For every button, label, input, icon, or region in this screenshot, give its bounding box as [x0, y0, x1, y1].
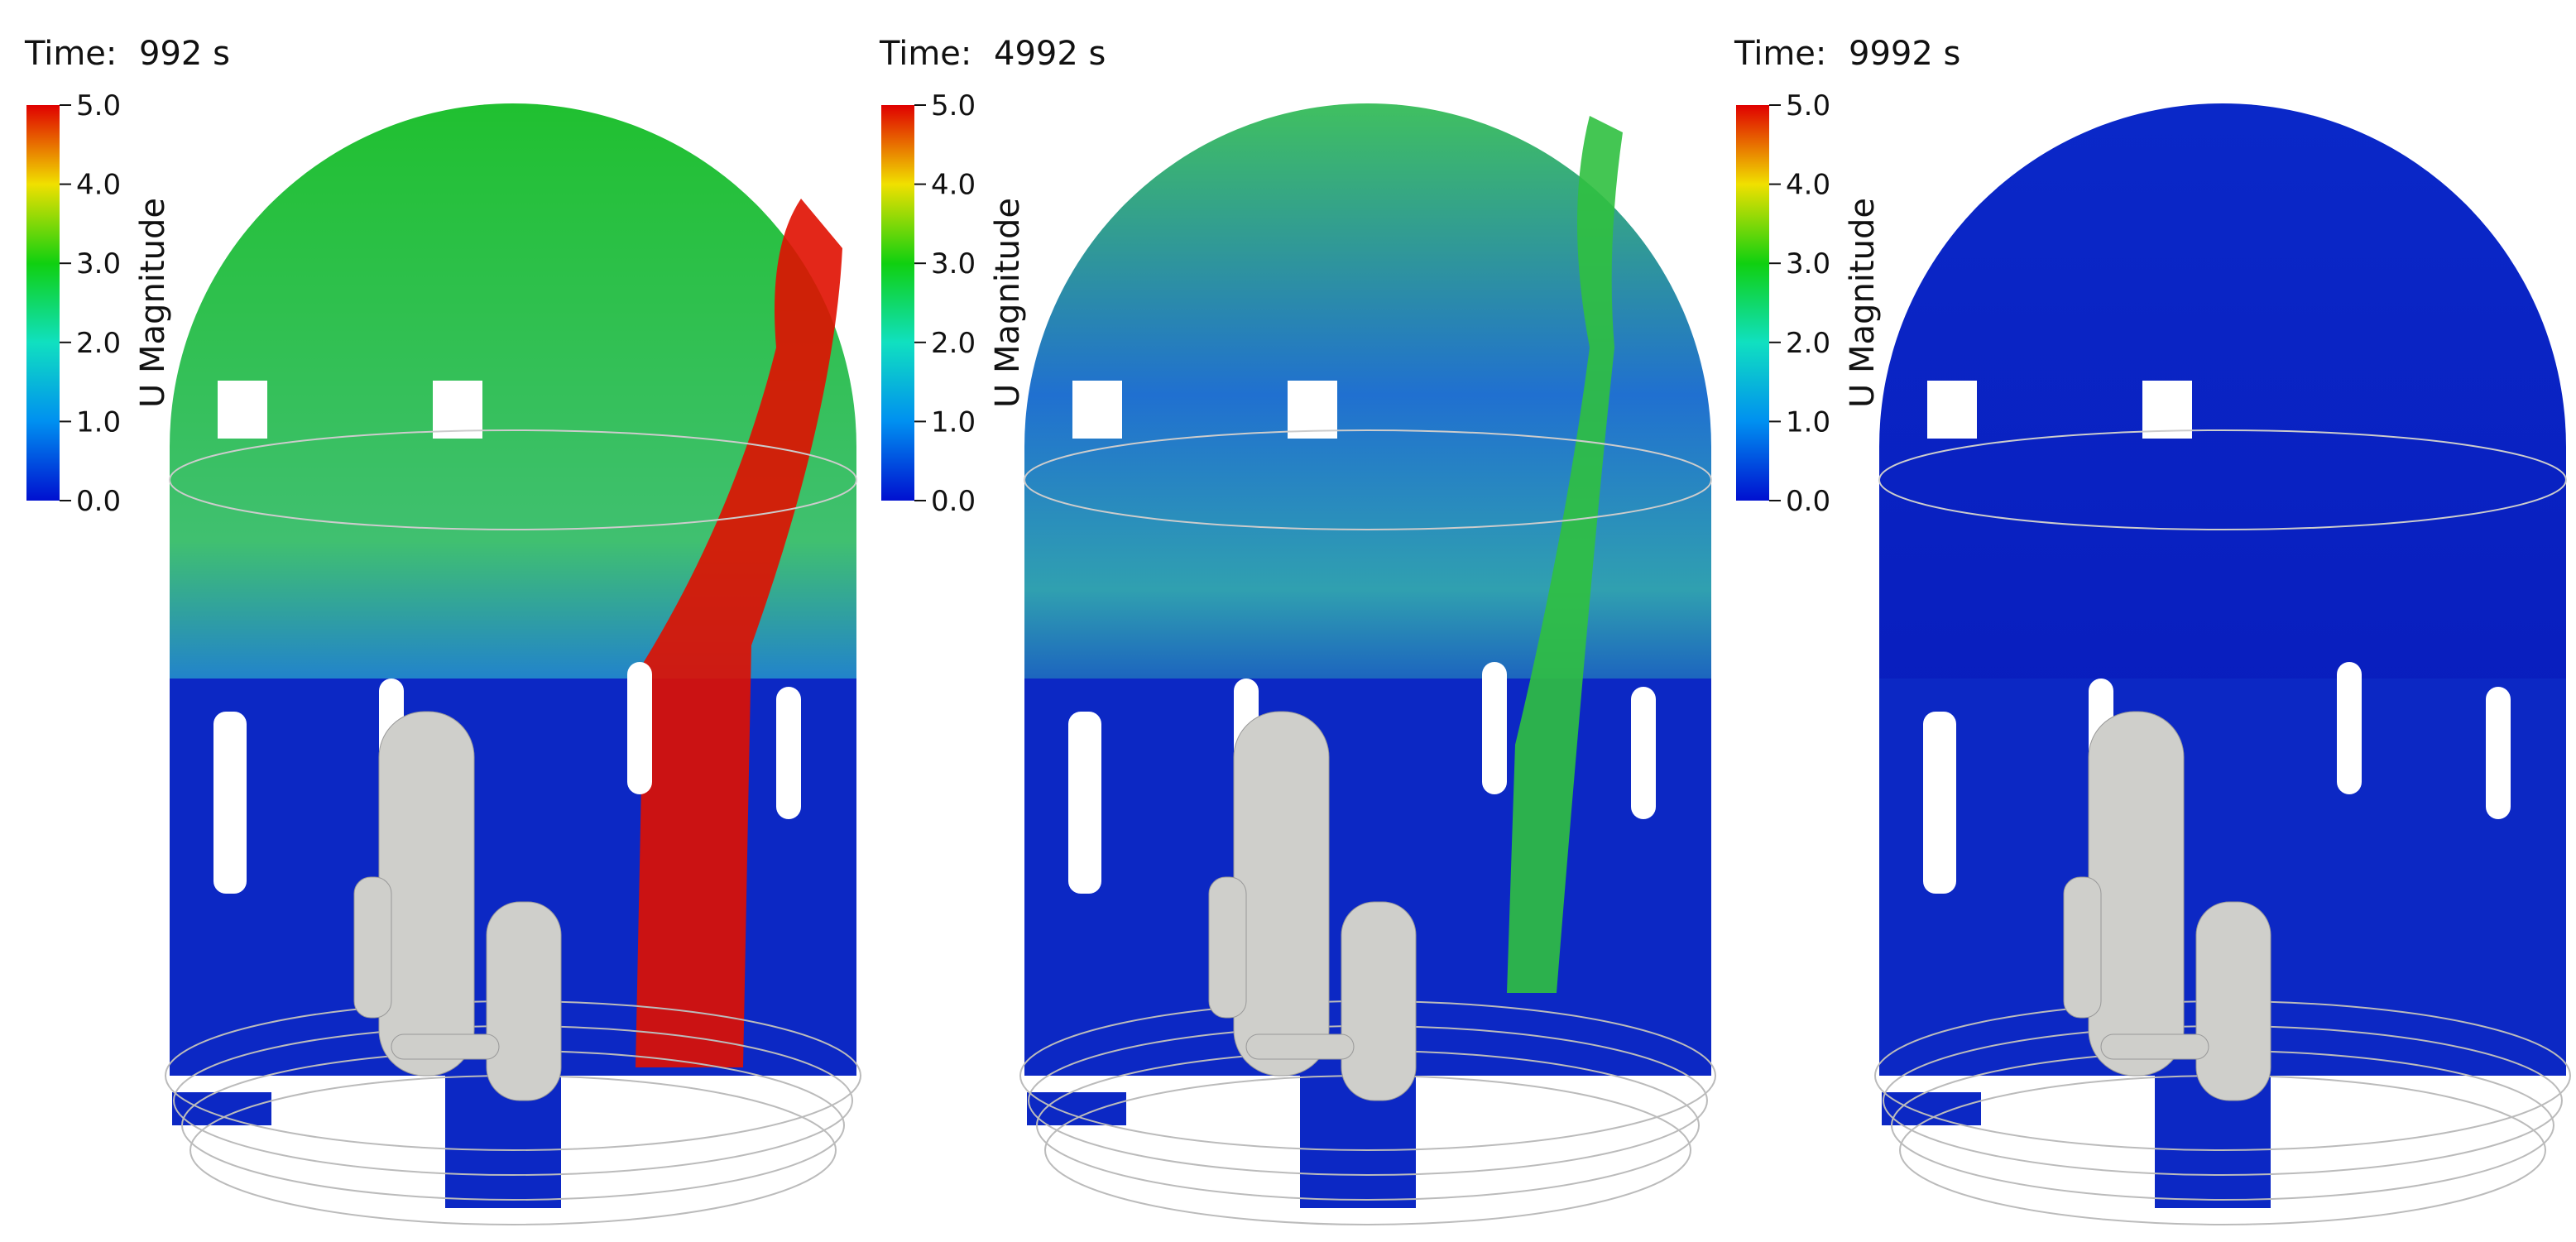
- opening: [627, 662, 652, 794]
- pump: [353, 876, 392, 1019]
- time-label: Time:: [879, 35, 971, 73]
- flow-field: [1874, 103, 2571, 1225]
- outline: [169, 429, 857, 530]
- pipe: [2100, 1033, 2209, 1060]
- colorbar-tick-label: 2.0: [1786, 327, 1830, 360]
- opening: [1072, 381, 1122, 439]
- steam-generator: [1233, 711, 1330, 1077]
- colorbar-title: U Magnitude: [134, 198, 172, 408]
- panel: Time: 9992 s 5.0 4.0 3.0 2.0 1.0 0.0 U Magnitude: [1734, 35, 2571, 1225]
- opening: [2486, 687, 2511, 819]
- colorbar-tick-label: 3.0: [1786, 247, 1830, 281]
- colorbar: [26, 105, 60, 501]
- time-label: Time:: [24, 35, 117, 73]
- colorbar-tick-label: 2.0: [76, 327, 121, 360]
- opening: [2142, 381, 2192, 439]
- outline: [1024, 429, 1712, 530]
- colorbar-tick-label: 0.0: [931, 485, 976, 518]
- pipe: [391, 1033, 500, 1060]
- opening: [1288, 381, 1337, 439]
- shaft: [172, 1092, 271, 1125]
- pressurizer: [1341, 901, 1417, 1101]
- opening: [433, 381, 482, 439]
- colorbar-tick-label: 3.0: [76, 247, 121, 281]
- opening: [218, 381, 267, 439]
- colorbar-title: U Magnitude: [989, 198, 1027, 408]
- pump: [1208, 876, 1247, 1019]
- colorbar-tick-label: 1.0: [1786, 405, 1830, 439]
- pump: [2063, 876, 2102, 1019]
- steam-generator: [378, 711, 475, 1077]
- colorbar-tick-label: 1.0: [76, 405, 121, 439]
- opening: [1927, 381, 1977, 439]
- panel: Time: 992 s 5.0 4.0 3.0 2.0 1.0 0.0 U Magnitude: [24, 35, 861, 1225]
- time-value: 992 s: [139, 35, 230, 73]
- pressurizer: [486, 901, 562, 1101]
- opening: [1923, 712, 1956, 894]
- colorbar-title: U Magnitude: [1844, 198, 1882, 408]
- colorbar-tick-label: 3.0: [931, 247, 976, 281]
- pipe: [1245, 1033, 1355, 1060]
- opening: [1068, 712, 1101, 894]
- pressurizer: [2195, 901, 2271, 1101]
- time-value: 4992 s: [994, 35, 1106, 73]
- time-label: Time:: [1734, 35, 1826, 73]
- shaft: [1027, 1092, 1126, 1125]
- colorbar: [1736, 105, 1769, 501]
- flow-field: [1019, 103, 1716, 1225]
- colorbar-tick-label: 5.0: [931, 89, 976, 122]
- opening: [2337, 662, 2362, 794]
- panel: Time: 4992 s 5.0 4.0 3.0 2.0 1.0 0.0 U Magnitude: [879, 35, 1716, 1225]
- flow-field: [165, 103, 861, 1225]
- time-value: 9992 s: [1849, 35, 1960, 73]
- colorbar-tick-label: 2.0: [931, 327, 976, 360]
- colorbar-tick-label: 4.0: [931, 169, 976, 202]
- opening: [213, 712, 247, 894]
- outline: [1878, 429, 2567, 530]
- colorbar-tick-label: 0.0: [76, 485, 121, 518]
- colorbar-tick-label: 1.0: [931, 405, 976, 439]
- plume: [1507, 116, 1623, 993]
- colorbar-tick-label: 5.0: [76, 89, 121, 122]
- colorbar-tick-label: 0.0: [1786, 485, 1830, 518]
- opening: [1482, 662, 1507, 794]
- steam-generator: [2088, 711, 2185, 1077]
- colorbar-tick-label: 4.0: [76, 169, 121, 202]
- colorbar-tick-label: 5.0: [1786, 89, 1830, 122]
- colorbar: [881, 105, 914, 501]
- opening: [1631, 687, 1656, 819]
- plume: [636, 199, 842, 1067]
- opening: [776, 687, 801, 819]
- shaft: [1882, 1092, 1981, 1125]
- colorbar-tick-label: 4.0: [1786, 169, 1830, 202]
